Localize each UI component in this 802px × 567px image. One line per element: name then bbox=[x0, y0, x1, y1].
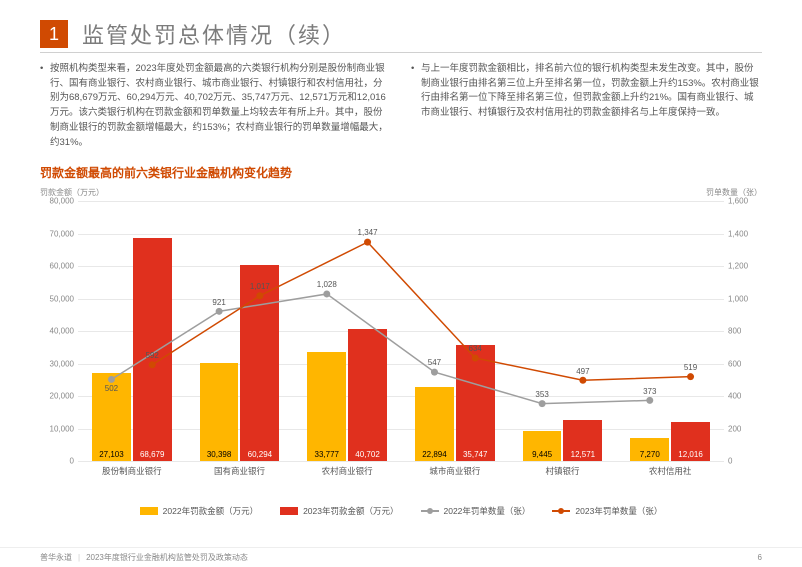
ytick-left: 80,000 bbox=[44, 197, 74, 206]
line-2023-marker bbox=[364, 239, 371, 246]
line-2022-marker bbox=[323, 291, 330, 298]
point-label-2023: 592 bbox=[146, 351, 159, 360]
body-text-columns: • 按照机构类型来看，2023年度处罚金额最高的六类银行机构分别是股份制商业银行… bbox=[0, 50, 802, 150]
point-label-2023: 1,347 bbox=[358, 228, 378, 237]
ytick-right: 1,200 bbox=[728, 262, 756, 271]
line-2022-marker bbox=[216, 308, 223, 315]
line-2023-marker bbox=[472, 355, 479, 362]
point-label-2022: 547 bbox=[428, 358, 441, 367]
ytick-left: 10,000 bbox=[44, 424, 74, 433]
ytick-left: 70,000 bbox=[44, 229, 74, 238]
legend-line-2023: 2023年罚单数量（张） bbox=[552, 505, 662, 517]
header-divider bbox=[40, 52, 762, 53]
page-header: 1 监管处罚总体情况（续） bbox=[0, 0, 802, 50]
category-label: 农村商业银行 bbox=[293, 465, 401, 477]
ytick-right: 1,000 bbox=[728, 294, 756, 303]
line-2023-marker bbox=[149, 362, 156, 369]
category-label: 村镇银行 bbox=[509, 465, 617, 477]
ytick-left: 40,000 bbox=[44, 327, 74, 336]
ytick-right: 0 bbox=[728, 457, 756, 466]
line-2023-marker bbox=[579, 377, 586, 384]
point-label-2023: 519 bbox=[684, 363, 697, 372]
line-2022-marker bbox=[646, 397, 653, 404]
chart-area: 罚款金额（万元） 罚单数量（张） 010,00020,00030,00040,0… bbox=[40, 187, 762, 517]
legend-line-2022: 2022年罚单数量（张） bbox=[421, 505, 531, 517]
ytick-right: 1,400 bbox=[728, 229, 756, 238]
ytick-left: 60,000 bbox=[44, 262, 74, 271]
category-label: 股份制商业银行 bbox=[78, 465, 186, 477]
footer-brand: 普华永道 bbox=[40, 552, 72, 563]
category-label: 城市商业银行 bbox=[401, 465, 509, 477]
point-label-2023: 497 bbox=[576, 367, 589, 376]
legend-label: 2023年罚款金额（万元） bbox=[303, 505, 398, 517]
bullet-dot: • bbox=[40, 62, 50, 150]
page-footer: 普华永道 | 2023年度银行业金融机构监管处罚及政策动态 6 bbox=[0, 547, 802, 567]
body-left-text: 按照机构类型来看，2023年度处罚金额最高的六类银行机构分别是股份制商业银行、国… bbox=[50, 62, 391, 150]
line-2022 bbox=[111, 294, 649, 404]
chart-legend: 2022年罚款金额（万元） 2023年罚款金额（万元） 2022年罚单数量（张）… bbox=[40, 505, 762, 517]
line-2023 bbox=[152, 242, 690, 380]
body-right-text: 与上一年度罚款金额相比，排名前六位的银行机构类型未发生改变。其中，股份制商业银行… bbox=[421, 62, 762, 121]
line-2022-marker bbox=[108, 376, 115, 383]
legend-bar-2023: 2023年罚款金额（万元） bbox=[280, 505, 398, 517]
point-label-2022: 353 bbox=[535, 390, 548, 399]
legend-label: 2022年罚款金额（万元） bbox=[163, 505, 258, 517]
line-2023-marker bbox=[256, 293, 263, 300]
point-label-2023: 1,017 bbox=[250, 282, 270, 291]
legend-bar-2022: 2022年罚款金额（万元） bbox=[140, 505, 258, 517]
body-right-column: • 与上一年度罚款金额相比，排名前六位的银行机构类型未发生改变。其中，股份制商业… bbox=[411, 62, 762, 150]
legend-label: 2022年罚单数量（张） bbox=[444, 505, 531, 517]
point-label-2022: 502 bbox=[105, 384, 118, 393]
point-label-2022: 373 bbox=[643, 387, 656, 396]
lines-svg bbox=[78, 201, 724, 461]
legend-swatch-icon bbox=[140, 507, 158, 515]
chart-title: 罚款金额最高的前六类银行业金融机构变化趋势 bbox=[0, 150, 802, 181]
line-2022-marker bbox=[539, 400, 546, 407]
legend-line-icon bbox=[552, 510, 570, 512]
line-2022-marker bbox=[431, 369, 438, 376]
body-left-column: • 按照机构类型来看，2023年度处罚金额最高的六类银行机构分别是股份制商业银行… bbox=[40, 62, 391, 150]
section-number-badge: 1 bbox=[40, 20, 68, 48]
gridline bbox=[78, 461, 724, 462]
bullet-dot: • bbox=[411, 62, 421, 121]
footer-doc-title: 2023年度银行业金融机构监管处罚及政策动态 bbox=[86, 552, 248, 563]
ytick-left: 50,000 bbox=[44, 294, 74, 303]
legend-label: 2023年罚单数量（张） bbox=[575, 505, 662, 517]
ytick-left: 30,000 bbox=[44, 359, 74, 368]
ytick-right: 200 bbox=[728, 424, 756, 433]
category-label: 农村信用社 bbox=[616, 465, 724, 477]
page-title: 监管处罚总体情况（续） bbox=[82, 18, 346, 50]
ytick-right: 600 bbox=[728, 359, 756, 368]
ytick-left: 0 bbox=[44, 457, 74, 466]
point-label-2023: 634 bbox=[469, 344, 482, 353]
footer-separator: | bbox=[78, 553, 80, 562]
ytick-right: 1,600 bbox=[728, 197, 756, 206]
ytick-right: 800 bbox=[728, 327, 756, 336]
legend-line-icon bbox=[421, 510, 439, 512]
legend-swatch-icon bbox=[280, 507, 298, 515]
category-label: 国有商业银行 bbox=[186, 465, 294, 477]
line-2023-marker bbox=[687, 373, 694, 380]
point-label-2022: 1,028 bbox=[317, 280, 337, 289]
ytick-right: 400 bbox=[728, 392, 756, 401]
page-number: 6 bbox=[758, 553, 762, 562]
plot-region: 010,00020,00030,00040,00050,00060,00070,… bbox=[78, 201, 724, 461]
ytick-left: 20,000 bbox=[44, 392, 74, 401]
point-label-2022: 921 bbox=[212, 298, 225, 307]
